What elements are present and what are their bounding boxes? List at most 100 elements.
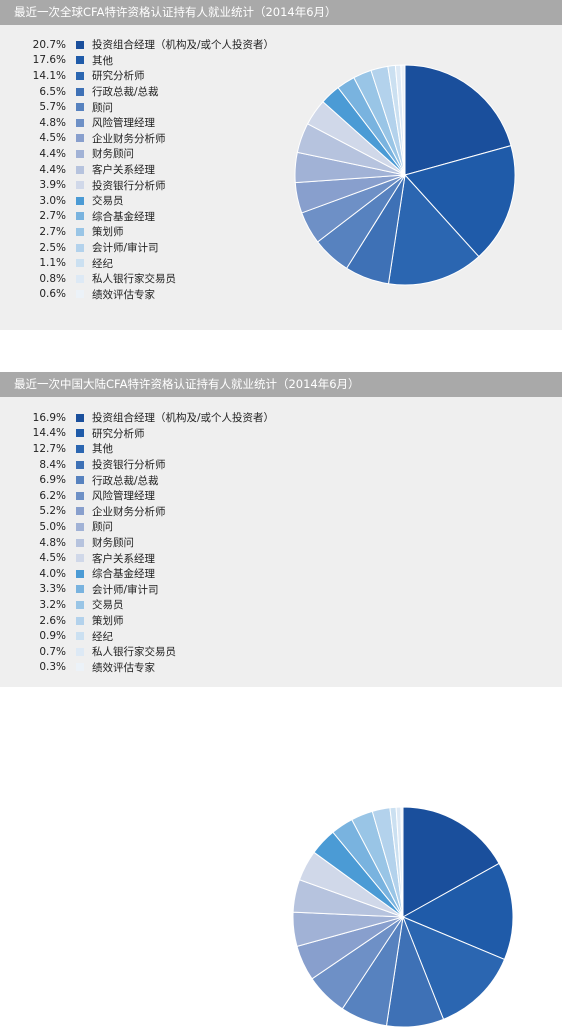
chart-panel-mainland: 最近一次中国大陆CFA特许资格认证持有人就业统计（2014年6月） 16.9% 投…	[0, 372, 562, 1028]
legend-swatch	[76, 491, 84, 500]
legend-label: 交易员	[92, 195, 124, 208]
legend-swatch	[76, 165, 84, 174]
legend-percent: 0.6%	[39, 288, 66, 301]
legend-percent: 17.6%	[32, 54, 66, 67]
legend-item: 0.7% 私人银行家交易员	[14, 644, 304, 660]
legend-percent: 16.9%	[32, 411, 66, 424]
legend-swatch	[76, 663, 84, 672]
legend: 20.7% 投资组合经理（机构及/或个人投资者） 17.6% 其他 14.1% 研究分析师…	[14, 37, 304, 302]
legend-item: 5.2% 企业财务分析师	[14, 504, 304, 520]
legend-swatch	[76, 103, 84, 112]
legend-percent: 5.7%	[39, 101, 66, 114]
legend-label: 策划师	[92, 226, 124, 239]
legend-item: 12.7% 其他	[14, 441, 304, 457]
legend-item: 4.0% 综合基金经理	[14, 566, 304, 582]
legend-item: 17.6% 其他	[14, 53, 304, 69]
legend-percent: 6.9%	[39, 474, 66, 487]
legend-label: 企业财务分析师	[92, 505, 166, 518]
legend-item: 4.4% 财务顾问	[14, 146, 304, 162]
legend-label: 投资组合经理（机构及/或个人投资者）	[92, 412, 275, 425]
pie-chart	[292, 806, 514, 1028]
legend-item: 5.0% 顾问	[14, 519, 304, 535]
legend-item: 2.6% 策划师	[14, 613, 304, 629]
legend-item: 2.5% 会计师/审计司	[14, 240, 304, 256]
legend-item: 3.0% 交易员	[14, 193, 304, 209]
legend-swatch	[76, 149, 84, 158]
legend-swatch	[76, 212, 84, 221]
legend-item: 0.6% 绩效评估专家	[14, 287, 304, 303]
legend-label: 行政总裁/总裁	[92, 86, 159, 99]
legend-label: 客户关系经理	[92, 164, 155, 177]
legend-percent: 0.8%	[39, 272, 66, 285]
legend-percent: 20.7%	[32, 38, 66, 51]
legend-item: 2.7% 综合基金经理	[14, 209, 304, 225]
legend-swatch	[76, 538, 84, 547]
legend-label: 绩效评估专家	[92, 288, 155, 301]
legend-label: 顾问	[92, 521, 113, 534]
legend-percent: 8.4%	[39, 458, 66, 471]
legend-swatch	[76, 196, 84, 205]
legend-item: 4.8% 财务顾问	[14, 535, 304, 551]
pie-chart	[294, 64, 516, 286]
legend-swatch	[76, 522, 84, 531]
legend-swatch	[76, 56, 84, 65]
legend-percent: 6.5%	[39, 85, 66, 98]
legend-label: 经纪	[92, 630, 113, 643]
legend-item: 1.1% 经纪	[14, 255, 304, 271]
legend-percent: 4.8%	[39, 116, 66, 129]
legend-item: 4.4% 客户关系经理	[14, 162, 304, 178]
legend-label: 策划师	[92, 615, 124, 628]
legend-swatch	[76, 40, 84, 49]
legend-label: 其他	[92, 443, 113, 456]
legend-percent: 14.1%	[32, 69, 66, 82]
legend-item: 0.8% 私人银行家交易员	[14, 271, 304, 287]
legend-percent: 5.2%	[39, 505, 66, 518]
legend-item: 3.3% 会计师/审计司	[14, 582, 304, 598]
legend-item: 16.9% 投资组合经理（机构及/或个人投资者）	[14, 410, 304, 426]
legend-swatch	[76, 476, 84, 485]
legend-label: 综合基金经理	[92, 568, 155, 581]
legend-percent: 2.7%	[39, 210, 66, 223]
legend-swatch	[76, 134, 84, 143]
legend-swatch	[76, 290, 84, 299]
legend-item: 3.2% 交易员	[14, 597, 304, 613]
legend-item: 4.8% 风险管理经理	[14, 115, 304, 131]
legend-label: 客户关系经理	[92, 552, 155, 565]
legend-percent: 0.7%	[39, 645, 66, 658]
legend: 16.9% 投资组合经理（机构及/或个人投资者） 14.4% 研究分析师 12.7% 其他…	[14, 410, 304, 675]
legend-percent: 3.3%	[39, 583, 66, 596]
legend-swatch	[76, 413, 84, 422]
legend-label: 投资银行分析师	[92, 459, 166, 472]
legend-percent: 4.4%	[39, 147, 66, 160]
legend-percent: 0.9%	[39, 630, 66, 643]
legend-item: 14.1% 研究分析师	[14, 68, 304, 84]
legend-item: 8.4% 投资银行分析师	[14, 457, 304, 473]
legend-swatch	[76, 569, 84, 578]
legend-item: 6.9% 行政总裁/总裁	[14, 472, 304, 488]
legend-swatch	[76, 632, 84, 641]
legend-swatch	[76, 87, 84, 96]
legend-label: 会计师/审计司	[92, 583, 159, 596]
legend-swatch	[76, 585, 84, 594]
legend-percent: 2.7%	[39, 225, 66, 238]
legend-swatch	[76, 554, 84, 563]
legend-label: 顾问	[92, 101, 113, 114]
legend-swatch	[76, 429, 84, 438]
legend-swatch	[76, 243, 84, 252]
chart-title: 最近一次中国大陆CFA特许资格认证持有人就业统计（2014年6月）	[0, 372, 562, 397]
legend-swatch	[76, 274, 84, 283]
chart-title: 最近一次全球CFA特许资格认证持有人就业统计（2014年6月）	[0, 0, 562, 25]
legend-percent: 0.3%	[39, 661, 66, 674]
legend-percent: 4.5%	[39, 132, 66, 145]
pie-slice	[387, 173, 480, 286]
legend-swatch	[76, 600, 84, 609]
legend-label: 私人银行家交易员	[92, 273, 176, 286]
legend-item: 0.9% 经纪	[14, 628, 304, 644]
legend-label: 企业财务分析师	[92, 132, 166, 145]
legend-item: 6.5% 行政总裁/总裁	[14, 84, 304, 100]
legend-label: 投资银行分析师	[92, 179, 166, 192]
legend-swatch	[76, 616, 84, 625]
legend-item: 5.7% 顾问	[14, 99, 304, 115]
legend-percent: 5.0%	[39, 520, 66, 533]
legend-item: 14.4% 研究分析师	[14, 426, 304, 442]
